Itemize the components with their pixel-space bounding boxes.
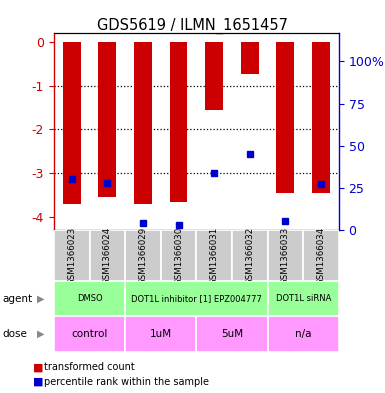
Text: ■: ■ — [33, 377, 43, 387]
Text: GSM1366032: GSM1366032 — [245, 226, 254, 285]
Text: dose: dose — [2, 329, 27, 339]
Text: GSM1366031: GSM1366031 — [210, 226, 219, 285]
Bar — [125, 316, 196, 352]
Bar — [63, 42, 80, 204]
Bar — [205, 42, 223, 110]
Text: agent: agent — [2, 294, 32, 304]
Bar — [134, 42, 152, 204]
Bar — [54, 316, 125, 352]
Text: 5uM: 5uM — [221, 329, 243, 339]
Bar — [170, 42, 187, 202]
Text: GSM1366033: GSM1366033 — [281, 226, 290, 285]
Bar — [241, 42, 259, 73]
Text: GDS5619 / ILMN_1651457: GDS5619 / ILMN_1651457 — [97, 18, 288, 34]
Text: GSM1366034: GSM1366034 — [316, 226, 325, 285]
Text: ▶: ▶ — [37, 294, 44, 304]
Text: ■: ■ — [33, 362, 43, 373]
Bar — [303, 230, 339, 281]
Bar — [276, 42, 294, 193]
Bar — [232, 230, 268, 281]
Text: ▶: ▶ — [37, 329, 44, 339]
Bar — [268, 281, 339, 316]
Text: DOT1L inhibitor [1] EPZ004777: DOT1L inhibitor [1] EPZ004777 — [131, 294, 262, 303]
Text: 1uM: 1uM — [150, 329, 172, 339]
Bar — [54, 281, 125, 316]
Bar — [196, 316, 268, 352]
Text: control: control — [71, 329, 108, 339]
Text: n/a: n/a — [295, 329, 311, 339]
Bar — [161, 230, 196, 281]
Bar — [312, 42, 330, 193]
Text: DOT1L siRNA: DOT1L siRNA — [276, 294, 331, 303]
Bar — [54, 230, 90, 281]
Bar — [196, 230, 232, 281]
Text: percentile rank within the sample: percentile rank within the sample — [44, 377, 209, 387]
Text: GSM1366023: GSM1366023 — [67, 226, 76, 285]
Text: transformed count: transformed count — [44, 362, 135, 373]
Text: GSM1366030: GSM1366030 — [174, 226, 183, 285]
Bar — [125, 281, 268, 316]
Text: GSM1366024: GSM1366024 — [103, 226, 112, 285]
Bar — [90, 230, 125, 281]
Bar — [125, 230, 161, 281]
Text: GSM1366029: GSM1366029 — [139, 226, 147, 285]
Bar — [268, 316, 339, 352]
Bar — [99, 42, 116, 197]
Text: DMSO: DMSO — [77, 294, 102, 303]
Bar — [268, 230, 303, 281]
